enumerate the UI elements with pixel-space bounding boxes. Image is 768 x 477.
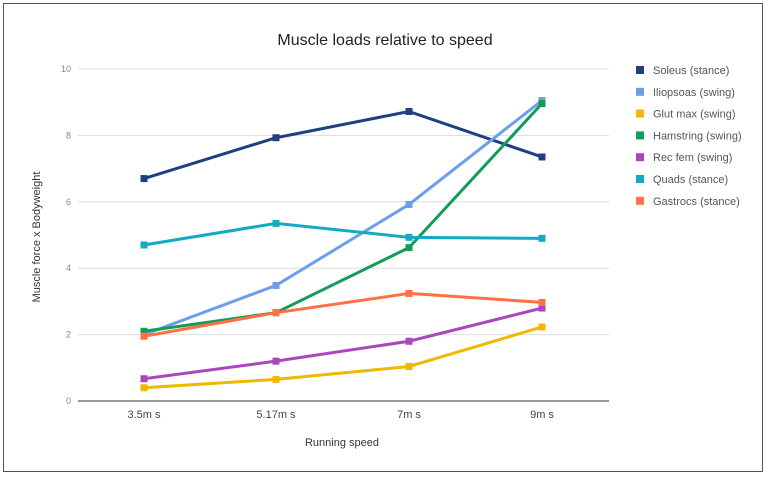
legend-item[interactable]: Glut max (swing)	[636, 109, 736, 121]
y-axis-ticks: 0 2 4 6 8 10	[61, 64, 71, 406]
data-point	[538, 298, 546, 306]
series-layer	[140, 97, 546, 392]
series-line	[143, 325, 543, 390]
series-4	[140, 304, 546, 383]
legend-item[interactable]: Hamstring (swing)	[636, 130, 742, 142]
x-tick-label: 3.5m s	[127, 409, 161, 421]
data-point	[272, 134, 280, 142]
legend-item[interactable]: Quads (stance)	[636, 174, 728, 186]
y-tick-label: 2	[66, 330, 71, 340]
data-point	[272, 281, 280, 289]
x-axis-label: Running speed	[305, 437, 379, 449]
data-point	[272, 219, 280, 227]
legend-swatch	[636, 153, 644, 162]
legend-label: Hamstring (swing)	[653, 130, 742, 142]
y-tick-label: 4	[66, 263, 71, 273]
legend-swatch	[636, 87, 644, 96]
legend-item[interactable]: Soleus (stance)	[636, 65, 729, 77]
data-point	[272, 357, 280, 365]
legend-label: Quads (stance)	[653, 174, 728, 186]
legend-label: Iliopsoas (swing)	[653, 87, 735, 99]
y-axis-label: Muscle force x Bodyweight	[31, 172, 43, 303]
series-6	[140, 289, 546, 340]
series-line	[143, 221, 543, 247]
data-point	[405, 244, 413, 252]
data-point	[405, 107, 413, 115]
x-tick-label: 7m s	[397, 409, 421, 421]
legend-swatch	[636, 196, 644, 205]
legend-swatch	[636, 66, 644, 74]
y-tick-label: 0	[66, 396, 71, 406]
x-tick-label: 9m s	[530, 409, 554, 421]
legend-label: Rec fem (swing)	[653, 152, 732, 164]
legend-swatch	[636, 131, 644, 140]
legend-item[interactable]: Iliopsoas (swing)	[636, 87, 735, 99]
legend[interactable]: Soleus (stance) Iliopsoas (swing) Glut max…	[636, 65, 742, 208]
y-tick-label: 6	[66, 197, 71, 207]
legend-swatch	[636, 175, 644, 183]
chart-title: Muscle loads relative to speed	[277, 32, 492, 49]
data-point	[272, 375, 280, 383]
legend-label: Glut max (swing)	[653, 109, 736, 121]
data-point	[405, 289, 413, 297]
data-point	[538, 323, 546, 331]
series-line	[143, 102, 544, 333]
series-2	[140, 323, 546, 392]
series-0	[140, 107, 546, 183]
x-axis-ticks: 3.5m s 5.17m s 7m s 9m s	[127, 409, 554, 421]
y-tick-label: 10	[61, 64, 71, 74]
data-point	[538, 304, 546, 312]
y-tick-label: 8	[66, 130, 71, 140]
data-point	[140, 327, 148, 335]
series-line	[143, 99, 543, 337]
data-point	[405, 200, 413, 208]
series-line	[143, 109, 543, 180]
legend-label: Soleus (stance)	[653, 65, 729, 77]
legend-item[interactable]: Rec fem (swing)	[636, 152, 732, 164]
series-5	[140, 219, 546, 249]
legend-label: Gastrocs (stance)	[653, 196, 740, 208]
data-point	[272, 309, 280, 317]
data-point	[538, 100, 546, 108]
data-point	[405, 233, 413, 241]
data-point	[538, 153, 546, 161]
legend-item[interactable]: Gastrocs (stance)	[636, 196, 740, 208]
data-point	[140, 175, 148, 183]
chart-frame	[3, 3, 763, 472]
data-point	[140, 241, 148, 249]
data-point	[405, 337, 413, 345]
x-tick-label: 5.17m s	[256, 409, 296, 421]
data-point	[405, 362, 413, 370]
series-line	[143, 306, 543, 381]
data-point	[538, 234, 546, 242]
series-line	[143, 291, 543, 338]
data-point	[140, 332, 148, 340]
data-point	[140, 375, 148, 383]
legend-swatch	[636, 109, 644, 118]
data-point	[140, 384, 148, 392]
